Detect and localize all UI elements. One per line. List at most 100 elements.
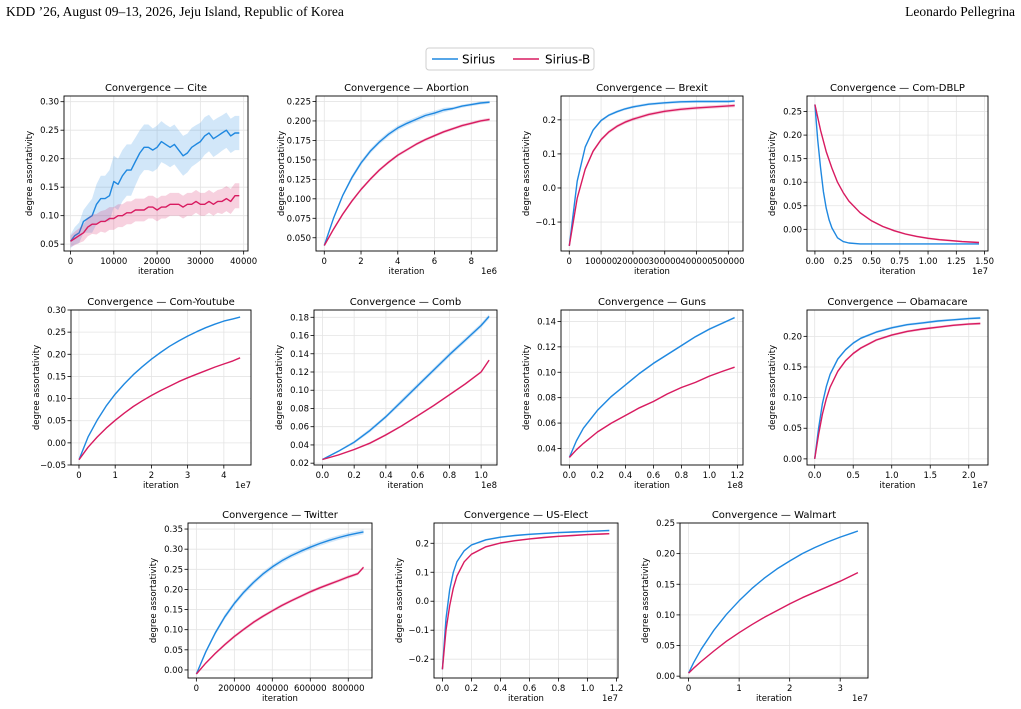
y-tick-label: 0.05 — [164, 646, 183, 656]
x-tick-label: 1.25 — [947, 257, 966, 267]
y-tick-label: 0.35 — [164, 525, 183, 535]
x-axis-offset: 1e7 — [852, 694, 868, 704]
y-tick-label: 0.10 — [290, 386, 309, 396]
x-tick-label: 0.2 — [465, 684, 479, 694]
series-line-sirius — [814, 104, 979, 245]
x-axis-label: iteration — [143, 481, 179, 491]
x-axis-label: iteration — [389, 267, 425, 277]
x-tick-label: 0.0 — [563, 471, 577, 481]
x-tick-label: 0.8 — [552, 684, 566, 694]
y-tick-label: 0.050 — [287, 234, 311, 244]
panel-twitter: 0 200000 400000 600000 800000 0.00 0.05 0.10 0.1… — [149, 510, 373, 704]
series-group — [322, 314, 490, 461]
x-axis-label: iteration — [262, 694, 298, 704]
chart-title: Convergence — Abortion — [344, 83, 469, 94]
x-tick-label: 0.2 — [591, 471, 605, 481]
y-tick-label: 0.08 — [290, 404, 309, 414]
x-axis-offset: 1e7 — [602, 694, 618, 704]
x-tick-label: 1.0 — [703, 471, 717, 481]
y-tick-label: 0.00 — [164, 666, 183, 676]
x-axis-offset: 1e6 — [481, 267, 497, 277]
y-tick-label: 0.10 — [783, 178, 802, 188]
series-group — [78, 316, 241, 461]
chart-title: Convergence — Guns — [598, 297, 706, 308]
chart-title: Convergence — Com-Youtube — [87, 297, 235, 308]
x-tick-label: 0.8 — [443, 471, 457, 481]
panel-comb: 0.0 0.2 0.4 0.6 0.8 1.0 0.02 0.04 0.06 0.08 0.10 0.… — [275, 297, 498, 491]
x-tick-label: 0 — [76, 471, 81, 481]
y-tick-label: 0.1 — [415, 568, 429, 578]
x-tick-label: 0 — [322, 257, 327, 267]
y-tick-label: 0.20 — [164, 585, 183, 595]
chart-panels: 0 10000 20000 30000 400000.050.100.150.200.2… — [25, 83, 994, 704]
x-tick-label: 0.00 — [805, 257, 824, 267]
y-tick-label: −0.1 — [535, 218, 556, 228]
axes-frame — [187, 522, 373, 679]
x-tick-label: 2 — [358, 257, 363, 267]
y-tick-label: 0.25 — [164, 565, 183, 575]
y-tick-label: 0.12 — [290, 368, 309, 378]
y-tick-label: 0.00 — [783, 455, 802, 465]
x-tick-label: 0.2 — [347, 471, 361, 481]
y-tick-label: 0.00 — [656, 672, 675, 682]
band-sirius — [814, 104, 979, 245]
axes-frame — [806, 95, 989, 252]
band-sirius — [569, 99, 735, 247]
series-line-sirius-b — [688, 571, 859, 674]
band-sirius-b — [79, 357, 241, 461]
series-line-sirius — [69, 129, 240, 242]
y-axis-label: degree assortativity — [641, 558, 651, 643]
series-group — [568, 316, 735, 458]
y-tick-label: 0.06 — [290, 423, 309, 433]
x-tick-label: 800000 — [332, 684, 364, 694]
y-tick-label: 0.125 — [287, 175, 311, 185]
band-sirius — [70, 112, 240, 249]
x-tick-label: 4 — [395, 257, 400, 267]
series-line-sirius — [323, 101, 490, 246]
y-tick-label: 0.18 — [290, 313, 309, 323]
chart-title: Convergence — Walmart — [712, 510, 836, 521]
x-tick-label: 30000 — [187, 257, 214, 267]
x-tick-label: 1.0 — [474, 471, 488, 481]
y-tick-label: 0.05 — [783, 424, 802, 434]
axes-frame — [63, 95, 249, 252]
band-sirius-b — [70, 183, 240, 247]
y-tick-label: 0.25 — [783, 108, 802, 118]
y-tick-label: 0.10 — [656, 611, 675, 621]
y-tick-label: 0.175 — [287, 136, 311, 146]
x-tick-label: 1.0 — [581, 684, 595, 694]
series-line-sirius — [441, 529, 610, 670]
chart-title: Convergence — Twitter — [222, 510, 339, 521]
y-tick-label: 0.10 — [164, 626, 183, 636]
band-sirius — [196, 529, 364, 675]
y-tick-label: 0.15 — [783, 363, 802, 373]
y-tick-label: 0.20 — [783, 131, 802, 141]
x-axis-offset: 1e7 — [972, 267, 988, 277]
panel-abortion: 0 2 4 6 8 0.050 0.075 0.100 0.125 0.150 0.175 0.200… — [277, 83, 498, 277]
x-axis-label: iteration — [880, 481, 916, 491]
legend-frame — [425, 47, 595, 71]
y-tick-label: 0.20 — [783, 332, 802, 342]
x-tick-label: 0 — [567, 257, 572, 267]
x-tick-label: 0.0 — [316, 471, 330, 481]
chart-title: Convergence — US-Elect — [464, 510, 588, 521]
axes-frame — [313, 309, 498, 466]
axes-frame — [70, 309, 252, 466]
series-line-sirius-b — [814, 322, 981, 460]
y-tick-label: 0.02 — [290, 459, 309, 469]
y-tick-label: 0.16 — [290, 332, 309, 342]
series-group — [687, 530, 859, 674]
x-tick-label: 0.8 — [675, 471, 689, 481]
y-tick-label: 0.15 — [656, 580, 675, 590]
y-tick-label: 0.25 — [47, 328, 66, 338]
y-tick-label: 0.225 — [287, 97, 311, 107]
y-tick-label: 0.20 — [40, 155, 59, 165]
y-tick-label: 0.15 — [783, 155, 802, 165]
y-axis-label: degree assortativity — [32, 345, 42, 430]
panel-walmart: 0 1 2 3 0.00 0.05 0.10 0.15 0.20 0.25 Convergence … — [641, 510, 869, 704]
x-axis-label: iteration — [388, 481, 424, 491]
y-tick-label: 0.04 — [290, 441, 309, 451]
x-tick-label: 8 — [469, 257, 474, 267]
y-tick-label: 0.05 — [783, 202, 802, 212]
series-line-sirius-b — [441, 533, 610, 670]
